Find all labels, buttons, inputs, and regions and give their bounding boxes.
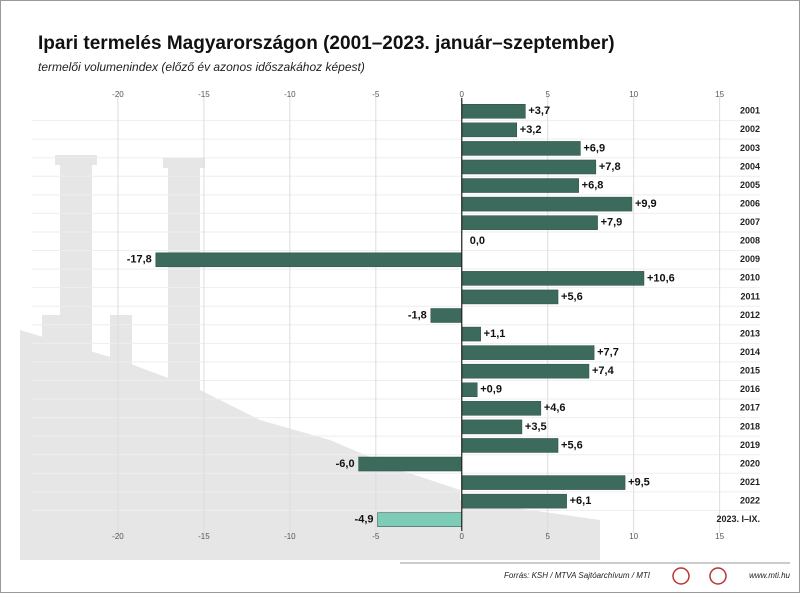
bar xyxy=(461,196,633,212)
bar xyxy=(461,215,598,230)
bar xyxy=(461,438,559,453)
value-label: 0,0 xyxy=(470,235,485,247)
value-label: +3,7 xyxy=(528,105,550,117)
bar xyxy=(430,308,463,323)
y-tick-label: 2004 xyxy=(740,161,760,171)
value-label: +0,9 xyxy=(480,384,502,396)
x-tick-label: 5 xyxy=(545,532,550,541)
x-tick-label: -5 xyxy=(372,90,380,99)
bar xyxy=(461,345,595,360)
y-tick-label: 2011 xyxy=(740,291,760,301)
value-label: +10,6 xyxy=(647,272,675,284)
x-tick-label: -5 xyxy=(372,532,380,541)
x-tick-label: -20 xyxy=(112,532,124,541)
logo xyxy=(709,567,727,585)
y-tick-label: 2010 xyxy=(740,273,760,283)
value-label: -4,9 xyxy=(355,514,374,526)
x-tick-label: 0 xyxy=(460,90,465,99)
chart-subtitle: termelői volumenindex (előző év azonos i… xyxy=(38,60,365,74)
bar xyxy=(461,178,579,193)
y-tick-label: 2016 xyxy=(740,384,760,394)
bar xyxy=(461,141,581,156)
x-tick-label: 15 xyxy=(715,90,724,99)
value-label: +6,1 xyxy=(570,495,592,507)
y-tick-label: 2015 xyxy=(740,366,760,376)
bar xyxy=(461,475,626,490)
x-tick-label: -15 xyxy=(198,532,210,541)
y-tick-label: 2018 xyxy=(740,421,760,431)
x-tick-label: 0 xyxy=(460,532,465,541)
value-label: +7,4 xyxy=(592,365,615,377)
bar xyxy=(461,326,481,342)
value-label: +7,9 xyxy=(601,217,623,229)
value-label: +4,6 xyxy=(544,402,566,414)
y-tick-label: 2003 xyxy=(740,143,760,153)
y-tick-label: 2014 xyxy=(740,347,760,357)
value-label: -17,8 xyxy=(127,254,152,266)
bar xyxy=(461,104,526,119)
source: Forrás: KSH / MTVA Sajtóarchívum / MTI xyxy=(504,571,651,580)
bar xyxy=(461,271,645,286)
value-label: +9,9 xyxy=(635,198,657,210)
y-tick-label: 2005 xyxy=(740,180,760,190)
value-label: +9,5 xyxy=(628,476,650,488)
bar xyxy=(461,401,542,416)
y-tick-label: 2012 xyxy=(740,310,760,320)
value-label: +5,6 xyxy=(561,439,583,451)
y-tick-label: 2006 xyxy=(740,198,760,208)
value-label: +3,5 xyxy=(525,421,547,433)
y-tick-label: 2001 xyxy=(740,106,760,116)
value-label: +6,9 xyxy=(583,142,605,154)
bar xyxy=(461,363,590,379)
y-tick-label: 2013 xyxy=(740,328,760,338)
y-tick-label: 2009 xyxy=(740,254,760,264)
x-tick-label: 10 xyxy=(629,532,638,541)
bar xyxy=(358,456,463,472)
y-tick-label: 2021 xyxy=(740,477,760,487)
value-label: +1,1 xyxy=(484,328,506,340)
chart-title: Ipari termelés Magyarországon (2001–2023… xyxy=(38,33,615,54)
x-tick-label: 10 xyxy=(629,90,638,99)
bar xyxy=(461,122,518,138)
x-tick-label: -15 xyxy=(198,90,210,99)
y-tick-label: 2007 xyxy=(740,217,760,227)
website: www.mti.hu xyxy=(749,571,790,580)
value-label: -6,0 xyxy=(336,458,355,470)
value-label: -1,8 xyxy=(408,309,427,321)
x-tick-label: 15 xyxy=(715,532,724,541)
y-tick-label: 2020 xyxy=(740,458,760,468)
x-tick-label: -10 xyxy=(284,90,296,99)
bar xyxy=(461,382,478,398)
value-label: +3,2 xyxy=(520,124,542,136)
x-tick-label: 5 xyxy=(545,90,550,99)
y-tick-label: 2023. I–IX. xyxy=(716,514,760,524)
bar xyxy=(377,512,463,527)
value-label: +5,6 xyxy=(561,291,583,303)
y-tick-label: 2017 xyxy=(740,403,760,413)
x-tick-label: -10 xyxy=(284,532,296,541)
value-label: +6,8 xyxy=(582,179,604,191)
bar xyxy=(461,419,523,435)
logo xyxy=(672,567,690,585)
y-tick-label: 2002 xyxy=(740,124,760,134)
bar xyxy=(461,159,597,175)
y-tick-label: 2019 xyxy=(740,440,760,450)
bar xyxy=(461,493,567,509)
y-tick-label: 2022 xyxy=(740,496,760,506)
y-tick-label: 2008 xyxy=(740,236,760,246)
value-label: +7,7 xyxy=(597,347,619,359)
value-label: +7,8 xyxy=(599,161,621,173)
x-tick-label: -20 xyxy=(112,90,124,99)
bar xyxy=(461,289,559,305)
bar xyxy=(155,252,463,268)
